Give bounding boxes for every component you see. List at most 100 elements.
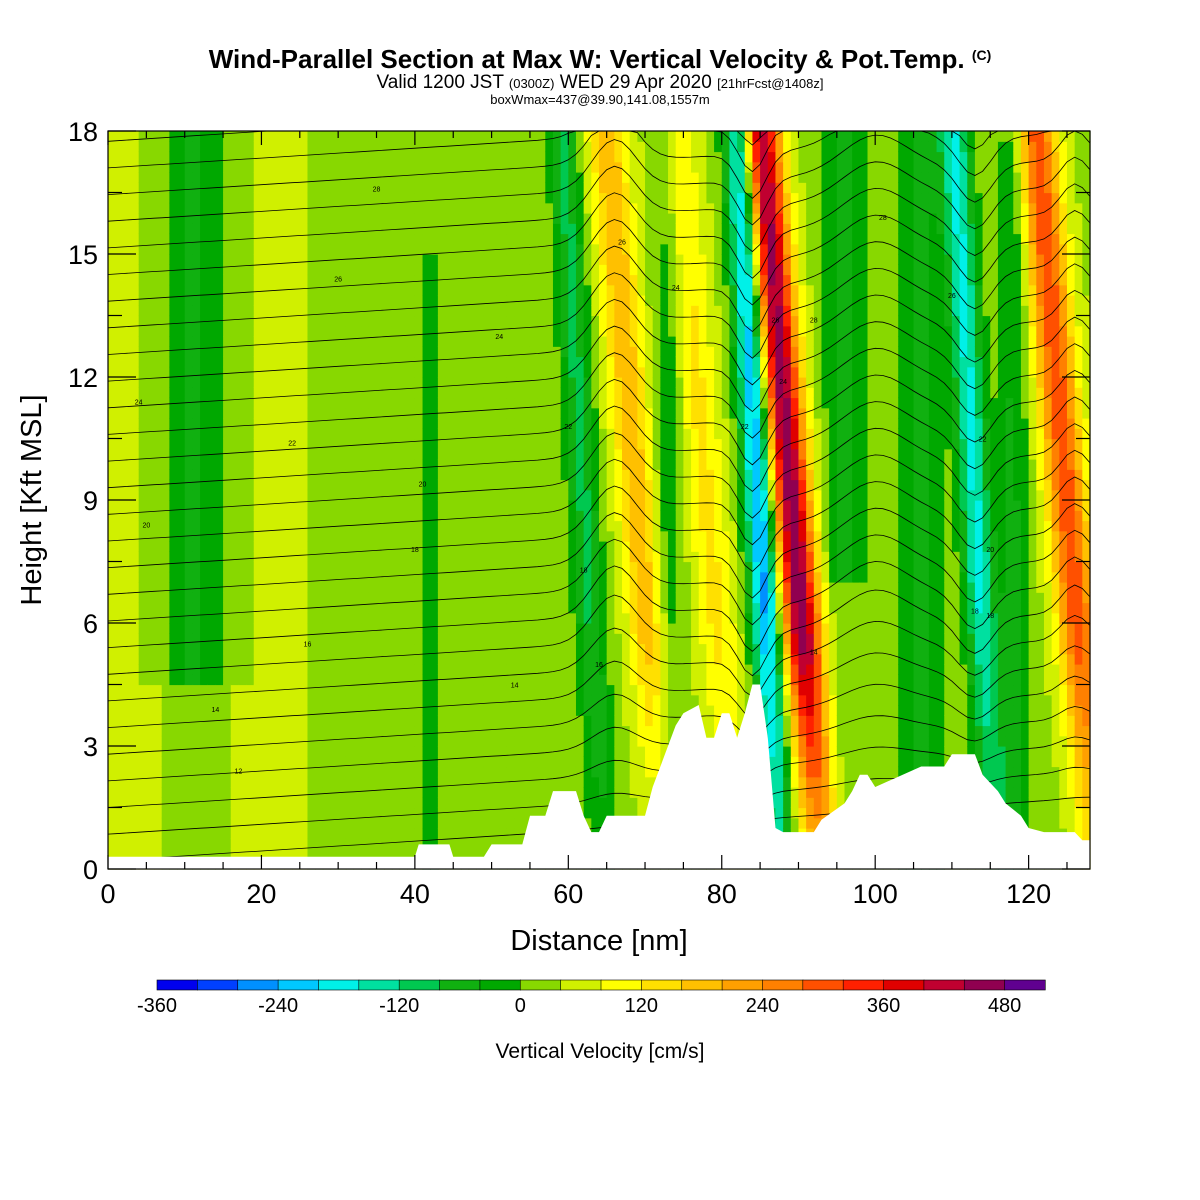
theta-contour-line [107,236,1091,333]
valid-utc: (0300Z) [508,76,555,91]
theta-contour-label: 24 [135,400,143,407]
colorbar-swatch [802,979,844,991]
valid-prefix: Valid 1200 JST [376,72,504,93]
theta-contour-line [107,183,1091,279]
colorbar-swatch [721,979,764,991]
theta-contour-label: 22 [288,441,296,448]
theta-contour-line [107,396,1091,492]
colorbar-swatch [439,979,481,991]
y-tick-label: 3 [83,732,98,762]
x-tick-label: 100 [853,879,898,909]
theta-contour-label: 24 [779,379,787,386]
x-axis-label: Distance [nm] [510,925,687,957]
y-tick-label: 12 [68,363,98,393]
valid-date: WED 29 Apr 2020 [559,72,712,93]
theta-contour-label: 24 [495,334,503,341]
terrain-mask [108,684,1090,869]
x-tick-label: 0 [100,879,115,909]
theta-contour-labels: 12 14 14 16 16 14 18 18 18 18 20 20 20 22 22 22 22 24 24 24… [135,186,994,775]
velocity-field [108,131,1091,870]
colorbar-swatch [560,979,602,991]
colorbar-swatch [883,979,925,991]
theta-contour-line [107,645,1091,728]
theta-contour-line [107,369,1091,466]
colorbar-swatch [600,979,642,991]
colorbar-swatch [479,979,521,991]
colorbar: -360 -240 -120 0 120 240 360 480 [137,979,1046,1017]
theta-contour-label: 28 [373,186,381,193]
chart-title: Wind-Parallel Section at Max W: Vertical… [0,44,1200,75]
theta-contour-label: 16 [595,662,603,669]
colorbar-swatch [197,979,239,991]
chart-title-mark: (C) [971,47,992,63]
colorbar-swatch [963,979,1006,991]
theta-contour-label: 22 [564,424,572,431]
theta-contour-label: 18 [986,613,994,620]
theta-contour-line [107,316,1091,413]
colorbar-swatch [842,979,885,991]
theta-contour-label: 22 [741,424,749,431]
colorbar-swatch [156,979,198,991]
colorbar-swatch [318,979,360,991]
theta-contour-label: 24 [672,285,680,292]
theta-contour-line [107,736,1091,808]
theta-contour-label: 14 [212,707,220,714]
theta-contour-line [107,343,1091,439]
colorbar-swatch [398,979,441,991]
theta-contour-label: 20 [986,547,994,554]
colorbar-swatch [923,979,965,991]
colorbar-swatch [237,979,279,991]
theta-contour-line [107,614,1091,702]
colorbar-tick-label: 240 [746,995,779,1017]
theta-contour-label: 28 [879,215,887,222]
theta-contour-label: 18 [971,609,979,616]
theta-contour-line [107,210,1091,306]
forecast-info: [21hrFcst@1408z] [717,76,824,91]
theta-contour-line [107,476,1091,572]
chart-subtitle: Valid 1200 JST (0300Z) WED 29 Apr 2020 [… [0,72,1200,94]
colorbar-tick-label: 0 [515,995,526,1017]
theta-contour-line [107,263,1091,359]
colorbar-tick-label: -240 [258,995,298,1017]
y-axis-label: Height [Kft MSL] [16,394,48,605]
colorbar-tick-label: 360 [867,995,900,1017]
colorbar-swatch [762,979,804,991]
theta-contour-label: 20 [419,482,427,489]
colorbar-tick-label: -120 [379,995,419,1017]
theta-contour-line [107,289,1091,386]
colorbar-tick-label: 480 [988,995,1021,1017]
box-info: boxWmax=437@39.90,141.08,1557m [490,92,710,107]
theta-contour-label: 26 [618,240,626,247]
theta-contour-line [107,449,1091,546]
theta-contour-label: 14 [810,650,818,657]
colorbar-swatch [358,979,400,991]
chart-title-text: Wind-Parallel Section at Max W: Vertical… [208,44,965,74]
theta-contour-label: 14 [511,683,519,690]
theta-contour-label: 28 [810,318,818,325]
theta-contour-line [107,556,1091,652]
y-tick-label: 6 [83,609,98,639]
theta-contour-label: 20 [142,523,150,530]
colorbar-label: Vertical Velocity [cm/s] [496,1040,705,1063]
theta-contour-label: 26 [948,293,956,300]
y-tick-label: 0 [83,855,98,885]
theta-contour-label: 26 [334,277,342,284]
x-tick-label: 80 [707,879,737,909]
theta-contour-label: 22 [979,437,987,444]
theta-contour-line [107,503,1091,599]
theta-contour-label: 18 [411,547,419,554]
colorbar-swatch [1004,979,1046,991]
x-tick-label: 60 [553,879,583,909]
y-tick-label: 18 [68,117,98,147]
theta-contour-line [107,584,1091,677]
colorbar-swatch [681,979,723,991]
x-tick-label: 40 [400,879,430,909]
theta-contour-line [107,156,1091,253]
colorbar-tick-label: -360 [137,995,177,1017]
theta-contour-line [107,423,1091,519]
colorbar-swatch [277,979,320,991]
axis-ticks [107,130,1090,870]
theta-contour-line [107,706,1091,782]
y-tick-label: 9 [83,486,98,516]
